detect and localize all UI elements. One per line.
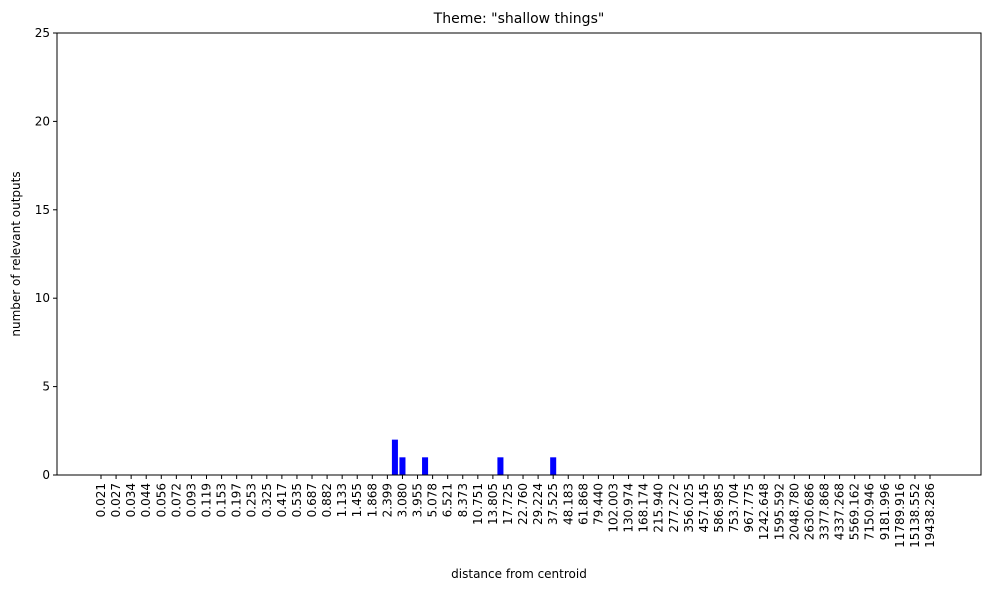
x-tick-label-7: 0.119: [200, 483, 214, 517]
y-tick-label-3: 15: [35, 203, 50, 217]
x-tick-label-34: 102.003: [606, 483, 620, 533]
x-tick-label-20: 3.080: [395, 483, 409, 517]
y-tick-label-1: 5: [42, 380, 50, 394]
x-tick-label-13: 0.535: [290, 483, 304, 517]
x-tick-label-40: 457.145: [697, 483, 711, 533]
x-tick-label-22: 5.078: [426, 483, 440, 517]
bar-2: [422, 457, 429, 475]
x-tick-label-0: 0.021: [94, 483, 108, 517]
x-axis: 0.021 0.027 0.034 0.044 0.056 0.072 0.093 0.119…: [94, 475, 937, 548]
x-tick-label-39: 356.025: [682, 483, 696, 533]
x-tick-label-49: 4337.268: [833, 483, 847, 540]
y-axis-title: number of relevant outputs: [9, 171, 23, 336]
x-tick-label-21: 3.955: [411, 483, 425, 517]
y-tick-label-2: 10: [35, 291, 50, 305]
x-tick-label-11: 0.325: [260, 483, 274, 517]
x-tick-label-2: 0.034: [124, 483, 138, 517]
y-tick-label-5: 25: [35, 26, 50, 40]
x-tick-label-51: 7150.946: [863, 483, 877, 540]
x-tick-label-45: 1595.592: [772, 483, 786, 540]
x-tick-label-6: 0.093: [184, 483, 198, 517]
y-tick-label-0: 0: [42, 468, 50, 482]
chart-title: Theme: "shallow things": [433, 11, 605, 27]
x-tick-label-25: 10.751: [471, 483, 485, 525]
bar-0: [391, 439, 398, 475]
x-tick-label-46: 2048.780: [787, 483, 801, 540]
x-tick-label-36: 168.174: [637, 483, 651, 533]
x-tick-label-27: 17.725: [501, 483, 515, 525]
y-axis: 0 5 10 15 20 25: [35, 26, 57, 482]
x-tick-label-44: 1242.648: [757, 483, 771, 540]
x-tick-label-28: 22.760: [516, 483, 530, 525]
x-tick-label-53: 11789.916: [893, 483, 907, 548]
x-tick-label-50: 5569.162: [848, 483, 862, 540]
x-tick-label-35: 130.974: [622, 483, 636, 533]
x-tick-label-31: 48.183: [561, 483, 575, 525]
x-tick-label-48: 3377.868: [817, 483, 831, 540]
x-tick-label-33: 79.440: [591, 483, 605, 525]
x-tick-label-29: 29.224: [531, 483, 545, 525]
x-tick-label-54: 15138.552: [908, 483, 922, 548]
x-tick-label-1: 0.027: [109, 483, 123, 517]
bar-1: [399, 457, 406, 475]
x-tick-label-38: 277.272: [667, 483, 681, 533]
x-axis-title: distance from centroid: [451, 567, 587, 581]
x-tick-label-17: 1.455: [350, 483, 364, 517]
x-tick-label-19: 2.399: [380, 483, 394, 517]
bars-layer: [391, 439, 557, 475]
x-tick-label-55: 19438.286: [923, 483, 937, 548]
x-tick-label-9: 0.197: [230, 483, 244, 517]
x-tick-label-42: 753.704: [727, 483, 741, 533]
x-tick-label-10: 0.253: [245, 483, 259, 517]
x-tick-label-8: 0.153: [215, 483, 229, 517]
x-tick-label-26: 13.805: [486, 483, 500, 525]
x-tick-label-32: 61.868: [576, 483, 590, 525]
x-tick-label-41: 586.985: [712, 483, 726, 533]
bar-3: [497, 457, 504, 475]
plot-area-frame: [56, 32, 982, 476]
x-tick-label-52: 9181.996: [878, 483, 892, 540]
bar-4: [550, 457, 557, 475]
x-tick-label-14: 0.687: [305, 483, 319, 517]
x-tick-label-23: 6.521: [441, 483, 455, 517]
x-tick-label-5: 0.072: [169, 483, 183, 517]
x-tick-label-43: 967.775: [742, 483, 756, 533]
x-tick-label-18: 1.868: [365, 483, 379, 517]
x-tick-label-3: 0.044: [139, 483, 153, 517]
x-tick-label-30: 37.525: [546, 483, 560, 525]
x-tick-label-24: 8.373: [456, 483, 470, 517]
x-tick-label-15: 0.882: [320, 483, 334, 517]
x-tick-label-16: 1.133: [335, 483, 349, 517]
x-tick-label-4: 0.056: [154, 483, 168, 517]
x-tick-label-47: 2630.686: [802, 483, 816, 540]
y-tick-label-4: 20: [35, 114, 50, 128]
x-tick-label-37: 215.940: [652, 483, 666, 533]
x-tick-label-12: 0.417: [275, 483, 289, 517]
